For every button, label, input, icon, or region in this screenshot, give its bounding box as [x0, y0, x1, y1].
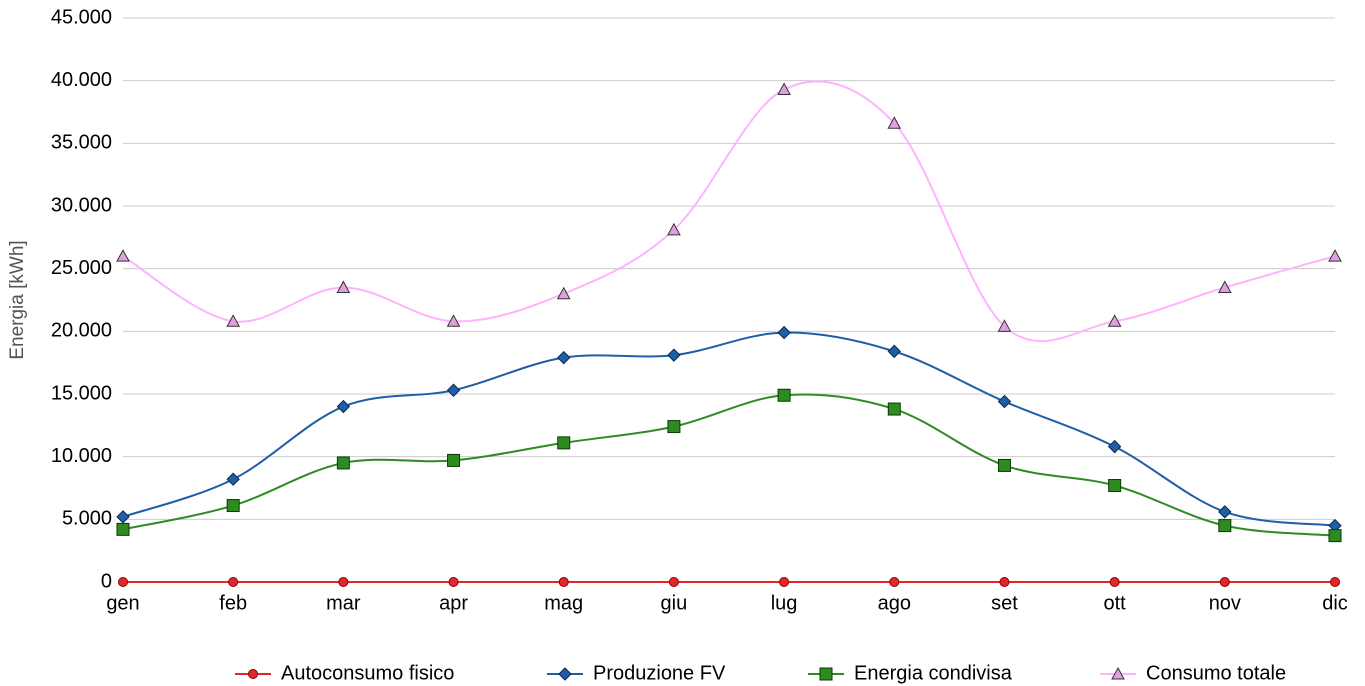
data-point [667, 420, 681, 434]
x-tick-label: mar [326, 592, 361, 614]
x-tick-label: ago [878, 592, 911, 614]
data-point [1108, 478, 1122, 492]
series-line [122, 80, 1336, 343]
data-point [887, 344, 901, 359]
data-point [336, 280, 351, 293]
x-tick-label: apr [439, 592, 468, 614]
y-tick-label: 25.000 [51, 257, 112, 279]
data-point [448, 577, 459, 587]
data-point [558, 577, 569, 587]
x-tick-label: lug [771, 592, 798, 614]
y-tick-label: 40.000 [51, 69, 112, 91]
data-point [118, 577, 128, 587]
data-point [887, 116, 902, 129]
x-tick-label: ott [1104, 592, 1127, 614]
y-tick-label: 0 [101, 570, 112, 592]
y-axis-label: Energia [kWh] [7, 240, 28, 359]
data-point [1109, 577, 1120, 587]
x-tick-label: set [991, 592, 1018, 614]
x-tick-label: nov [1209, 592, 1241, 614]
data-point [1218, 505, 1232, 519]
x-tick-label: feb [219, 592, 247, 614]
legend-label: Produzione FV [593, 662, 726, 684]
data-point [1328, 529, 1342, 543]
x-tick-label: dic [1322, 592, 1348, 614]
data-point [667, 348, 681, 362]
y-tick-label: 45.000 [51, 6, 112, 28]
data-point [557, 350, 571, 365]
data-point [999, 577, 1010, 587]
y-tick-label: 35.000 [51, 132, 112, 154]
data-point [446, 383, 461, 397]
data-point [1107, 439, 1122, 454]
data-point [447, 453, 461, 467]
data-point [889, 577, 900, 587]
data-point [1218, 519, 1232, 533]
legend-label: Autoconsumo fisico [281, 662, 454, 684]
data-point [997, 458, 1011, 472]
data-point [1328, 249, 1342, 262]
legend-marker [248, 669, 258, 679]
legend-label: Energia condivisa [854, 662, 1013, 684]
data-point [116, 510, 130, 524]
y-tick-label: 15.000 [51, 382, 112, 404]
data-point [556, 286, 571, 300]
data-point [226, 499, 240, 513]
legend-marker [558, 667, 572, 681]
data-point [668, 577, 679, 587]
data-point [997, 394, 1012, 409]
data-point [226, 472, 240, 486]
series-line [122, 331, 1336, 527]
x-tick-label: giu [661, 592, 688, 614]
data-point [1217, 280, 1232, 293]
data-point [116, 522, 130, 536]
y-tick-label: 10.000 [51, 445, 112, 467]
data-point [228, 577, 239, 587]
data-point [116, 249, 130, 262]
data-point [338, 577, 349, 587]
data-point [777, 82, 791, 95]
data-point [1107, 314, 1122, 327]
data-point [336, 399, 351, 414]
y-tick-label: 20.000 [51, 320, 112, 342]
legend-marker [819, 667, 833, 681]
data-point [1219, 577, 1230, 587]
y-tick-label: 30.000 [51, 194, 112, 216]
data-point [1330, 577, 1340, 587]
data-point [446, 314, 461, 327]
data-point [997, 319, 1012, 332]
data-point [777, 388, 791, 402]
legend-label: Consumo totale [1146, 662, 1286, 684]
data-point [777, 325, 791, 340]
data-point [667, 222, 681, 236]
x-tick-label: gen [106, 592, 139, 614]
data-point [887, 402, 901, 416]
y-tick-label: 5.000 [62, 508, 112, 530]
x-tick-label: mag [544, 592, 583, 614]
data-point [779, 577, 790, 587]
series-line [122, 393, 1336, 537]
data-point [557, 436, 571, 450]
legend-marker [1111, 666, 1125, 680]
data-point [336, 456, 350, 470]
data-point [226, 314, 241, 327]
